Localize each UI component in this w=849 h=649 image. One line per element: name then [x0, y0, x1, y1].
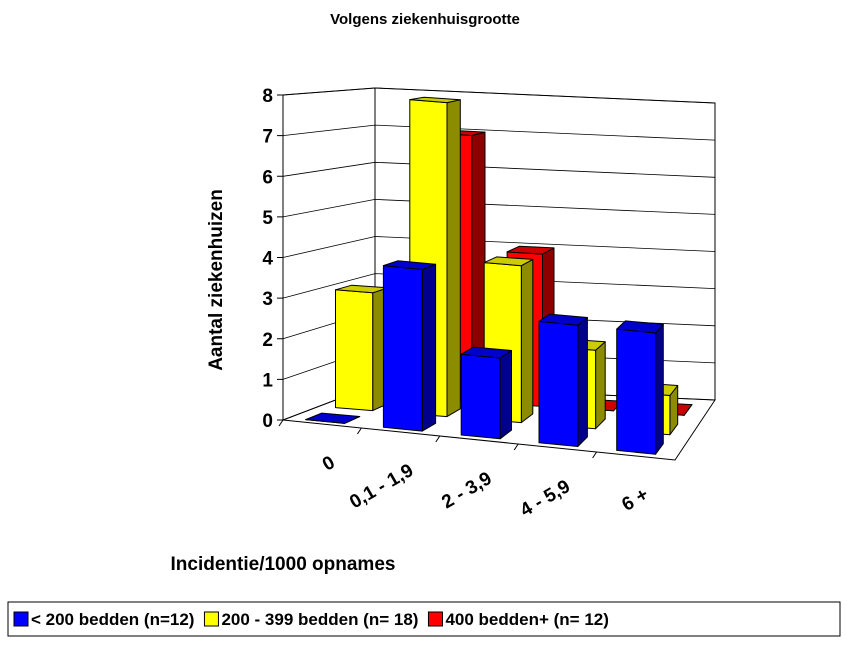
- bar-front: [382, 265, 423, 432]
- bar-front: [616, 328, 657, 455]
- x-tick-label: 4 - 5,9: [517, 476, 574, 521]
- x-tick-label: 0: [319, 452, 339, 475]
- bar: [335, 284, 389, 412]
- bar-top: [538, 313, 588, 326]
- bar-side: [595, 341, 606, 430]
- x-tick-label: 6 +: [618, 484, 652, 516]
- bar: [460, 346, 512, 440]
- x-tick: [278, 419, 284, 427]
- bar-top: [460, 346, 512, 359]
- bar: [616, 320, 664, 455]
- y-tick-label: 4: [262, 249, 273, 270]
- bar-top: [382, 260, 437, 270]
- bar-side: [655, 323, 664, 455]
- x-tick: [435, 435, 441, 443]
- legend-swatch: [427, 611, 443, 627]
- grid-line: [282, 273, 716, 299]
- bar-front: [335, 289, 374, 412]
- legend-label: 400 bedden+ (n= 12): [445, 610, 608, 629]
- x-tick: [513, 443, 519, 451]
- grid-line: [282, 198, 716, 218]
- legend-box: [7, 601, 841, 637]
- grid-line: [282, 87, 716, 104]
- bar-front: [538, 320, 579, 447]
- bar-front: [460, 353, 501, 440]
- bar: [409, 96, 461, 418]
- legend-label: < 200 bedden (n=12): [31, 610, 194, 629]
- y-tick-label: 6: [262, 167, 273, 188]
- bar: [382, 260, 437, 432]
- grid-line: [282, 124, 716, 141]
- chart-title: Volgens ziekenhuisgrootte: [330, 11, 520, 28]
- y-axis-title: Aantal ziekenhuizen: [206, 189, 227, 371]
- bar: [305, 412, 361, 424]
- x-tick-label: 0,1 - 1,9: [346, 460, 417, 513]
- bar-top: [305, 412, 361, 424]
- bar-top: [483, 256, 534, 267]
- bar-top: [616, 320, 664, 334]
- bar-side: [499, 350, 512, 440]
- grid-line: [282, 161, 716, 178]
- y-tick-label: 3: [262, 289, 273, 310]
- bar-side: [577, 317, 588, 447]
- legend-label: 200 - 399 bedden (n= 18): [221, 610, 418, 629]
- x-tick: [592, 451, 598, 459]
- y-tick-label: 7: [262, 127, 273, 148]
- x-tick: [356, 427, 362, 435]
- x-axis-title: Incidentie/1000 opnames: [171, 554, 396, 575]
- bar-side: [421, 263, 437, 432]
- y-tick-label: 8: [262, 86, 273, 107]
- legend-swatch: [203, 611, 219, 627]
- bar-top: [409, 96, 461, 104]
- y-tick-label: 1: [262, 370, 273, 391]
- y-tick-label: 0: [262, 411, 273, 432]
- legend-swatch: [13, 611, 29, 627]
- bar-top: [506, 245, 555, 255]
- y-tick-label: 2: [262, 330, 273, 351]
- y-tick-label: 5: [262, 208, 273, 229]
- grid-line: [282, 236, 716, 258]
- bar-side: [446, 99, 461, 418]
- bar-side: [520, 258, 534, 424]
- x-tick-label: 2 - 3,9: [438, 468, 495, 513]
- bar: [538, 313, 588, 447]
